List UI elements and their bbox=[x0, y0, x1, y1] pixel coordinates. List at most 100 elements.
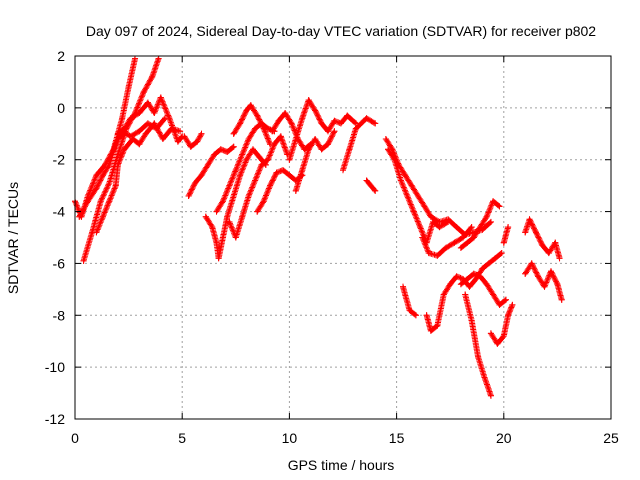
data-point bbox=[136, 141, 143, 148]
data-point bbox=[363, 115, 370, 122]
data-point bbox=[258, 120, 265, 127]
data-point bbox=[352, 125, 359, 132]
data-point bbox=[99, 172, 106, 179]
data-point bbox=[464, 239, 471, 246]
y-tick-label: -12 bbox=[45, 411, 65, 427]
data-point bbox=[481, 374, 488, 381]
data-point bbox=[406, 307, 413, 314]
data-point bbox=[132, 55, 139, 62]
data-point bbox=[76, 213, 83, 220]
data-point bbox=[453, 273, 460, 280]
data-point bbox=[502, 296, 509, 303]
data-point bbox=[487, 218, 494, 225]
data-point bbox=[490, 198, 497, 205]
data-point bbox=[462, 291, 469, 298]
data-point bbox=[286, 172, 293, 179]
data-point bbox=[440, 291, 447, 298]
data-point bbox=[395, 161, 402, 168]
data-point bbox=[275, 117, 282, 124]
data-point bbox=[483, 281, 490, 288]
data-point bbox=[213, 239, 220, 246]
y-tick-label: -10 bbox=[45, 359, 65, 375]
data-point bbox=[136, 128, 143, 135]
data-point bbox=[157, 94, 164, 101]
data-point bbox=[106, 161, 113, 168]
data-point bbox=[397, 177, 404, 184]
data-point bbox=[198, 172, 205, 179]
data-point bbox=[522, 229, 529, 236]
data-point bbox=[151, 110, 158, 117]
data-point bbox=[487, 330, 494, 337]
data-point bbox=[558, 296, 565, 303]
data-point bbox=[419, 234, 426, 241]
data-point bbox=[305, 97, 312, 104]
data-point bbox=[232, 234, 239, 241]
data-point bbox=[230, 143, 237, 150]
data-point bbox=[245, 193, 252, 200]
data-point bbox=[239, 213, 246, 220]
data-point bbox=[80, 257, 87, 264]
data-point bbox=[545, 250, 552, 257]
data-point bbox=[144, 120, 151, 127]
data-point bbox=[273, 169, 280, 176]
data-point bbox=[532, 229, 539, 236]
data-point bbox=[224, 213, 231, 220]
data-point bbox=[417, 224, 424, 231]
data-point bbox=[84, 193, 91, 200]
data-point bbox=[174, 138, 181, 145]
data-point bbox=[299, 115, 306, 122]
data-point bbox=[427, 213, 434, 220]
data-point bbox=[114, 151, 121, 158]
data-point bbox=[153, 125, 160, 132]
data-point bbox=[151, 120, 158, 127]
data-point bbox=[477, 273, 484, 280]
data-point bbox=[430, 218, 437, 225]
data-point bbox=[468, 317, 475, 324]
data-point bbox=[277, 133, 284, 140]
data-point bbox=[425, 250, 432, 257]
data-point bbox=[114, 130, 121, 137]
data-point bbox=[258, 161, 265, 168]
data-point bbox=[99, 213, 106, 220]
data-point bbox=[436, 218, 443, 225]
data-point bbox=[267, 182, 274, 189]
data-point bbox=[423, 312, 430, 319]
data-point bbox=[249, 146, 256, 153]
data-point bbox=[447, 281, 454, 288]
data-point bbox=[307, 141, 314, 148]
data-point bbox=[247, 102, 254, 109]
data-point bbox=[93, 185, 100, 192]
data-point bbox=[217, 146, 224, 153]
data-point bbox=[466, 283, 473, 290]
data-point bbox=[264, 156, 271, 163]
data-point bbox=[288, 120, 295, 127]
data-point bbox=[286, 156, 293, 163]
data-point bbox=[505, 224, 512, 231]
data-point bbox=[185, 193, 192, 200]
data-point bbox=[112, 182, 119, 189]
data-point bbox=[284, 151, 291, 158]
data-point bbox=[385, 146, 392, 153]
data-point bbox=[505, 312, 512, 319]
data-point bbox=[299, 172, 306, 179]
x-tick-label: 0 bbox=[71, 430, 79, 446]
data-point bbox=[282, 110, 289, 117]
data-point bbox=[209, 224, 216, 231]
data-point bbox=[487, 392, 494, 399]
data-point bbox=[252, 177, 259, 184]
data-point bbox=[372, 120, 379, 127]
data-point bbox=[485, 260, 492, 267]
data-point bbox=[470, 229, 477, 236]
data-point bbox=[299, 167, 306, 174]
x-tick-label: 5 bbox=[178, 430, 186, 446]
data-point bbox=[204, 161, 211, 168]
data-point bbox=[451, 239, 458, 246]
data-point bbox=[112, 141, 119, 148]
data-point bbox=[237, 120, 244, 127]
data-point bbox=[470, 234, 477, 241]
data-point bbox=[408, 182, 415, 189]
data-point bbox=[498, 250, 505, 257]
data-point bbox=[254, 208, 261, 215]
chart-title: Day 097 of 2024, Sidereal Day-to-day VTE… bbox=[86, 23, 596, 39]
data-point bbox=[352, 120, 359, 127]
